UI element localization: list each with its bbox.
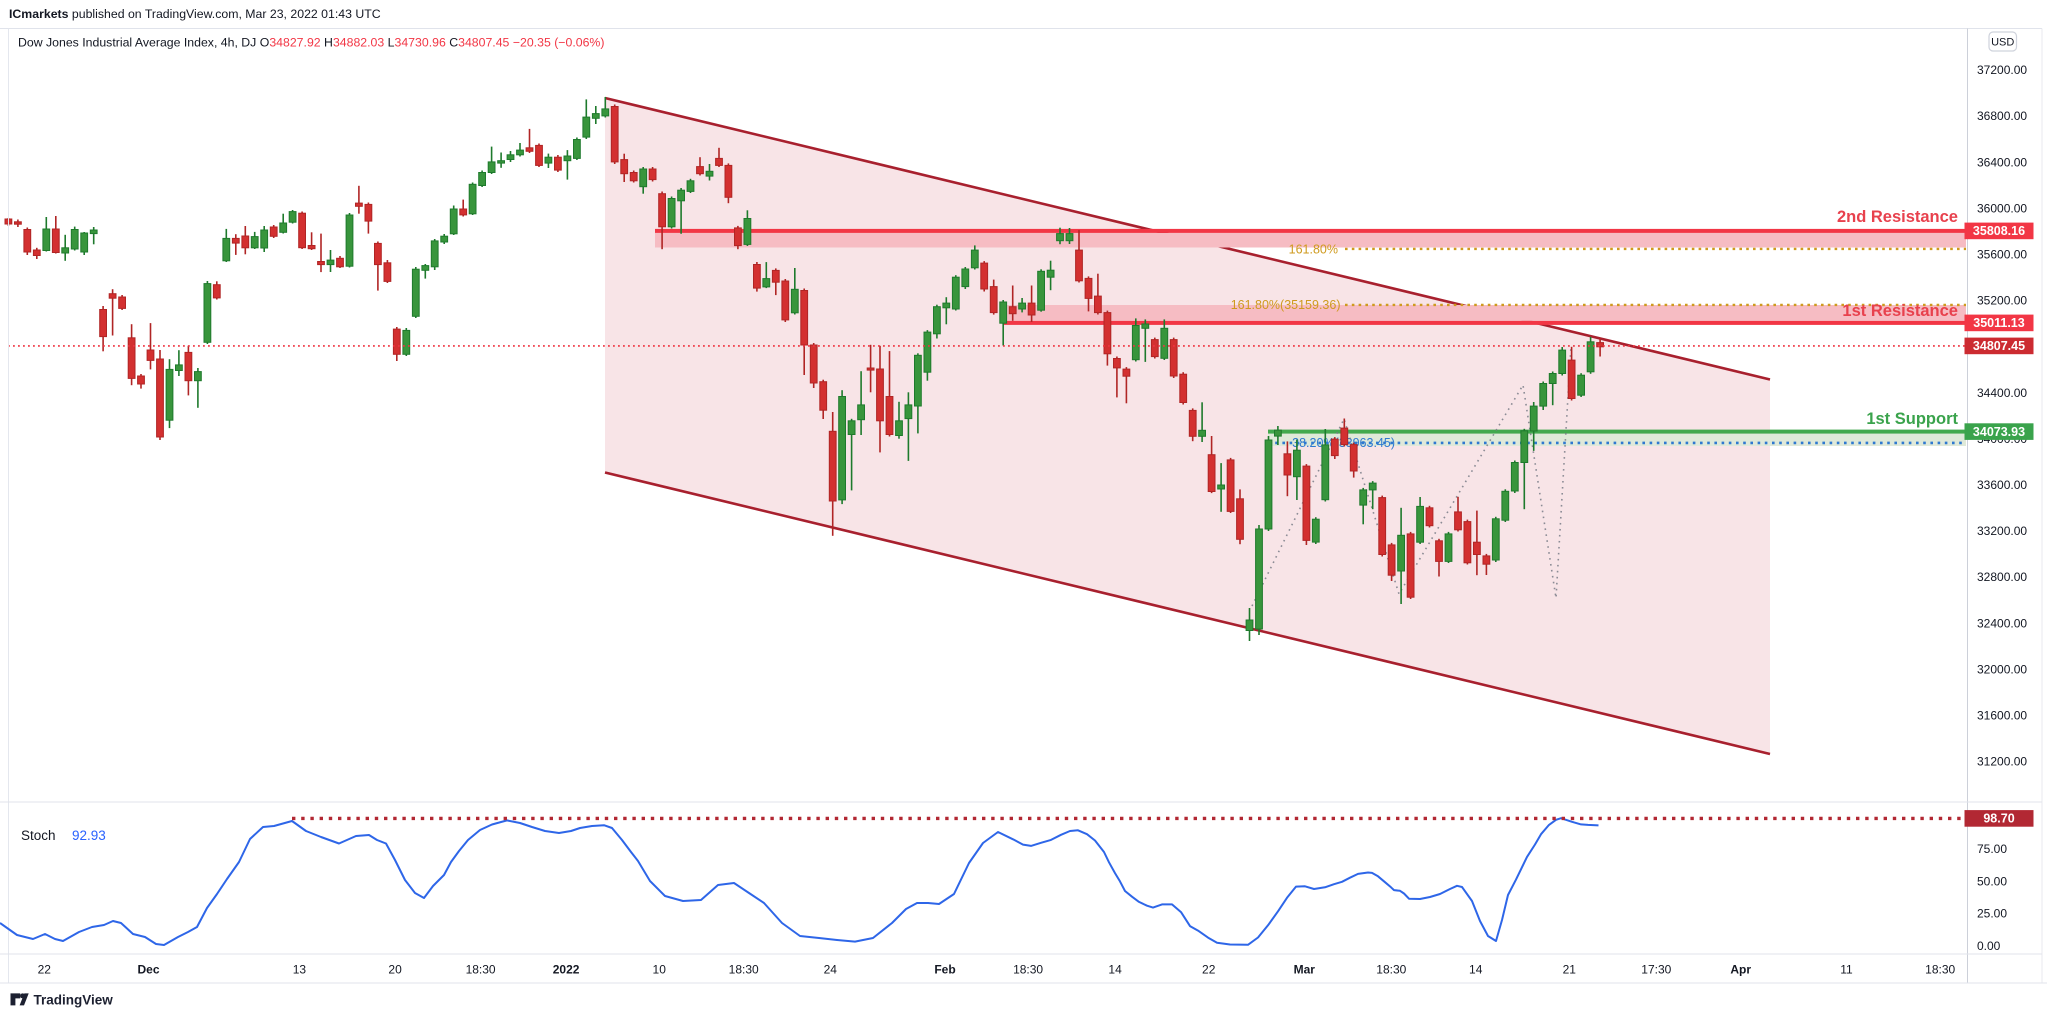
svg-text:161.80%(35159.36): 161.80%(35159.36) [1231,298,1341,312]
svg-text:18:30: 18:30 [729,963,759,977]
svg-text:35011.13: 35011.13 [1973,316,2024,330]
svg-text:Feb: Feb [934,963,955,977]
svg-text:34073.93: 34073.93 [1973,425,2025,439]
svg-text:1st Resistance: 1st Resistance [1842,302,1958,320]
svg-text:18:30: 18:30 [1925,963,1955,977]
svg-text:32800.00: 32800.00 [1977,570,2027,584]
svg-text:17:30: 17:30 [1641,963,1671,977]
svg-text:33200.00: 33200.00 [1977,524,2027,538]
svg-text:2nd Resistance: 2nd Resistance [1837,208,1958,226]
svg-text:ICmarkets published on Trading: ICmarkets published on TradingView.com, … [9,7,381,21]
svg-text:21: 21 [1563,963,1577,977]
svg-text:14: 14 [1469,963,1483,977]
svg-text:31200.00: 31200.00 [1977,755,2027,769]
svg-text:22: 22 [38,963,52,977]
svg-text:18:30: 18:30 [1376,963,1406,977]
svg-text:Dec: Dec [137,963,159,977]
svg-text:13: 13 [293,963,307,977]
svg-text:36000.00: 36000.00 [1977,201,2027,215]
svg-text:0.00: 0.00 [1977,939,2001,953]
svg-text:35808.16: 35808.16 [1973,224,2025,238]
svg-text:33600.00: 33600.00 [1977,478,2027,492]
svg-text:98.70: 98.70 [1983,812,2014,826]
svg-text:10: 10 [653,963,667,977]
svg-text:161.80%: 161.80% [1289,243,1338,257]
svg-text:Stoch: Stoch [21,828,56,843]
svg-text:Apr: Apr [1730,963,1751,977]
svg-text:11: 11 [1840,963,1853,977]
svg-text:37200.00: 37200.00 [1977,63,2027,77]
svg-text:TradingView: TradingView [34,993,114,1008]
svg-text:35600.00: 35600.00 [1977,248,2027,262]
svg-text:32000.00: 32000.00 [1977,662,2027,676]
svg-text:36400.00: 36400.00 [1977,155,2027,169]
svg-text:14: 14 [1108,963,1122,977]
svg-text:USD: USD [1991,37,2014,49]
svg-text:34400.00: 34400.00 [1977,386,2027,400]
svg-text:50.00: 50.00 [1977,874,2007,888]
svg-text:36800.00: 36800.00 [1977,109,2027,123]
svg-text:92.93: 92.93 [72,828,106,843]
svg-text:31600.00: 31600.00 [1977,709,2027,723]
svg-text:18:30: 18:30 [1013,963,1043,977]
svg-text:24: 24 [824,963,838,977]
svg-text:Dow Jones Industrial Average I: Dow Jones Industrial Average Index, 4h, … [18,36,604,50]
svg-text:1st Support: 1st Support [1866,410,1958,428]
svg-text:32400.00: 32400.00 [1977,616,2027,630]
svg-text:18:30: 18:30 [466,963,496,977]
svg-text:22: 22 [1202,963,1216,977]
svg-text:20: 20 [388,963,402,977]
svg-text:75.00: 75.00 [1977,842,2007,856]
svg-text:34807.45: 34807.45 [1973,339,2025,353]
svg-text:2022: 2022 [553,963,580,977]
svg-text:Mar: Mar [1294,963,1316,977]
svg-text:25.00: 25.00 [1977,907,2007,921]
svg-text:35200.00: 35200.00 [1977,294,2027,308]
